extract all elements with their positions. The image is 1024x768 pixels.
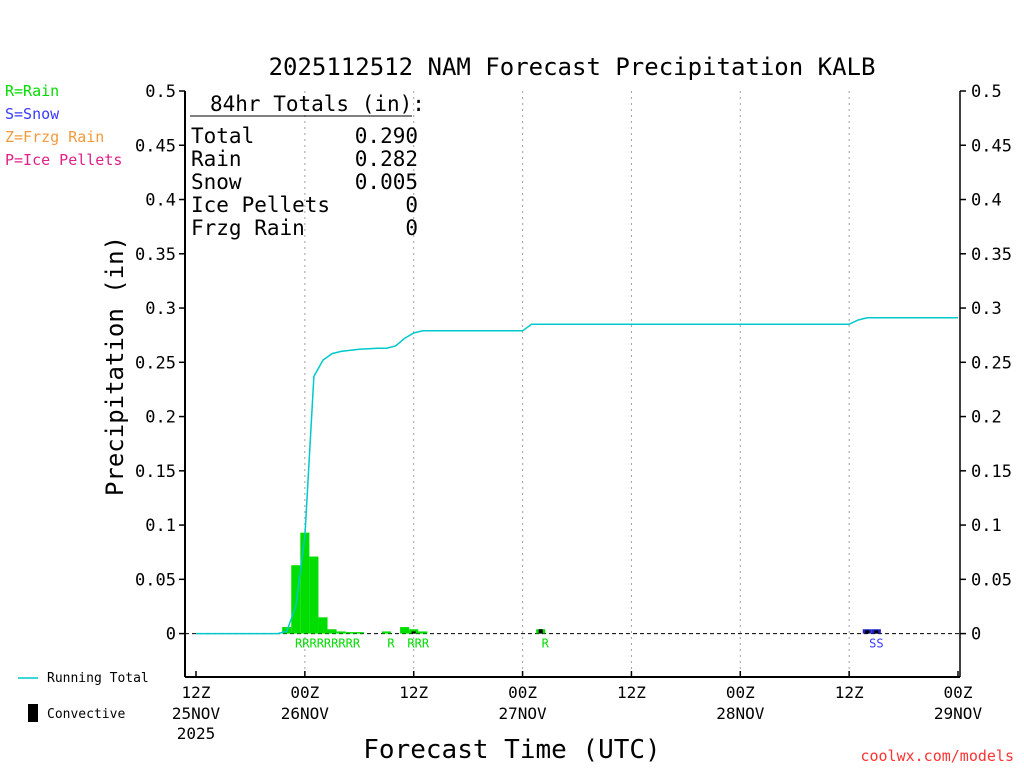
totals-value: 0.290	[355, 124, 418, 148]
x-tick-time: 12Z	[399, 683, 428, 702]
x-tick-year: 2025	[177, 724, 216, 743]
y-tick-label-right: 0.3	[971, 299, 1002, 319]
y-tick-label-left: 0.45	[135, 136, 176, 156]
precip-bar	[418, 631, 428, 634]
totals-label: Snow	[191, 170, 242, 194]
credit-text: coolwx.com/models	[860, 747, 1014, 765]
x-tick-time: 00Z	[944, 683, 973, 702]
x-tick-time: 12Z	[617, 683, 646, 702]
convective-bar	[538, 629, 543, 634]
ptype-legend-item: Z=Frzg Rain	[5, 128, 104, 146]
y-tick-label-left: 0.35	[135, 245, 176, 265]
y-tick-label-left: 0.2	[145, 408, 176, 428]
precip-bar	[345, 632, 355, 634]
y-tick-label-left: 0	[166, 625, 176, 645]
y-axis-label: Precipitation (in)	[101, 236, 129, 496]
totals-header: 84hr Totals (in):	[210, 92, 425, 116]
precip-bar	[327, 629, 337, 634]
precip-bar	[400, 627, 410, 634]
x-tick-time: 12Z	[835, 683, 864, 702]
totals-value: 0.005	[355, 170, 418, 194]
convective-legend-swatch	[28, 704, 38, 722]
ptype-label: RRR	[407, 637, 429, 651]
ptype-label: RRRRRRRRR	[295, 637, 361, 651]
y-tick-label-left: 0.25	[135, 353, 176, 373]
ptype-legend-item: R=Rain	[5, 82, 59, 100]
y-tick-label-left: 0.4	[145, 191, 176, 211]
ptype-label: R	[387, 637, 395, 651]
y-tick-label-right: 0.05	[971, 570, 1012, 590]
totals-label: Ice Pellets	[191, 193, 330, 217]
y-tick-label-left: 0.15	[135, 462, 176, 482]
ptype-label: SS	[869, 637, 883, 651]
y-tick-label-right: 0.4	[971, 191, 1002, 211]
y-tick-label-right: 0.35	[971, 245, 1012, 265]
precip-bar	[336, 631, 346, 634]
x-tick-date: 27NOV	[498, 704, 547, 723]
ptype-legend-item: S=Snow	[5, 105, 60, 123]
totals-value: 0.282	[355, 147, 418, 171]
totals-label: Rain	[191, 147, 242, 171]
x-tick-date: 26NOV	[281, 704, 330, 723]
precip-bar	[354, 632, 364, 634]
x-tick-time: 00Z	[508, 683, 537, 702]
ptype-legend-item: P=Ice Pellets	[5, 151, 122, 169]
convective-bar	[865, 630, 870, 634]
x-axis-label: Forecast Time (UTC)	[363, 735, 660, 765]
convective-legend-label: Convective	[47, 707, 125, 722]
y-tick-label-right: 0.1	[971, 516, 1002, 536]
x-tick-time: 00Z	[726, 683, 755, 702]
precip-bar	[291, 565, 301, 634]
y-tick-label-right: 0	[971, 625, 981, 645]
running-total-line	[196, 317, 958, 635]
y-tick-label-left: 0.5	[145, 82, 176, 102]
convective-bar	[411, 631, 416, 634]
totals-label: Total	[191, 124, 254, 148]
x-tick-time: 00Z	[290, 683, 319, 702]
y-tick-label-right: 0.15	[971, 462, 1012, 482]
y-tick-label-left: 0.1	[145, 516, 176, 536]
precip-bar	[318, 617, 328, 634]
chart-title: 2025112512 NAM Forecast Precipitation KA…	[269, 53, 876, 81]
x-tick-date: 25NOV	[172, 704, 221, 723]
convective-bar	[874, 630, 879, 634]
precip-bar	[309, 556, 319, 634]
totals-value: 0	[405, 193, 418, 217]
totals-label: Frzg Rain	[191, 216, 305, 240]
precip-bar	[381, 631, 392, 634]
totals-value: 0	[405, 216, 418, 240]
y-tick-label-right: 0.2	[971, 408, 1002, 428]
precip-bar	[300, 532, 310, 634]
y-tick-label-right: 0.25	[971, 353, 1012, 373]
y-tick-label-left: 0.3	[145, 299, 176, 319]
y-tick-label-left: 0.05	[135, 570, 176, 590]
x-tick-date: 28NOV	[716, 704, 765, 723]
running-total-legend-label: Running Total	[47, 671, 149, 686]
x-tick-date: 29NOV	[934, 704, 983, 723]
y-tick-label-right: 0.45	[971, 136, 1012, 156]
ptype-label: R	[542, 637, 550, 651]
x-tick-time: 12Z	[182, 683, 211, 702]
y-tick-label-right: 0.5	[971, 82, 1002, 102]
